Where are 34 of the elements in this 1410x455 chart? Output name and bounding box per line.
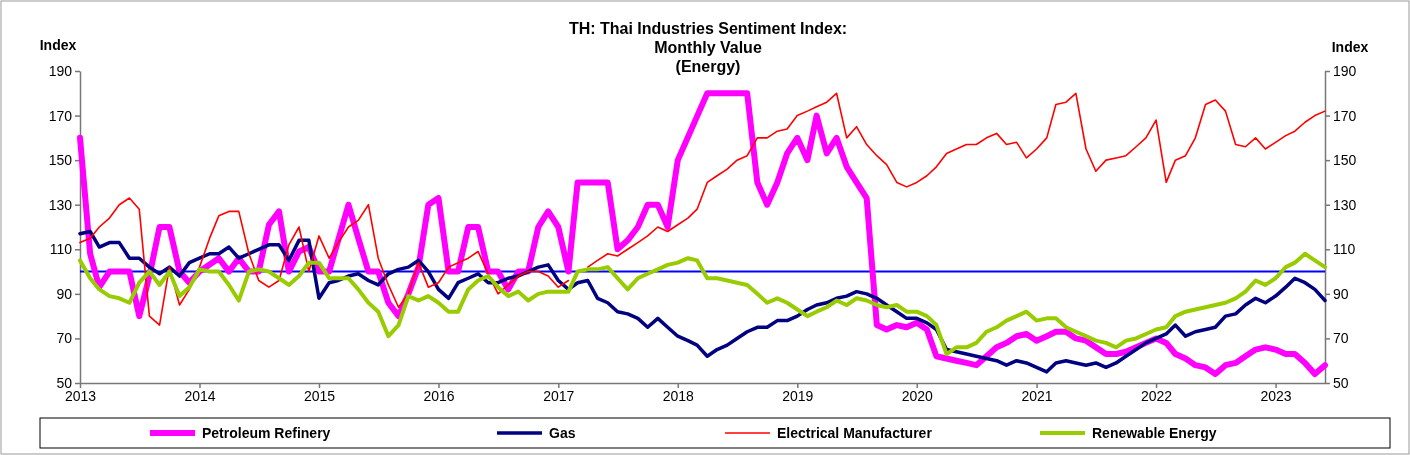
x-tick-label: 2016 — [423, 387, 455, 404]
line-series — [78, 229, 1327, 374]
y-tick-label: 90 — [56, 285, 73, 302]
y-tick-label: 70 — [56, 330, 73, 347]
x-tick-label: 2019 — [782, 387, 814, 404]
legend-label: Electrical Manufacturer — [777, 425, 933, 441]
y2-tick-label: 130 — [1333, 196, 1357, 213]
y2-tick-label: 70 — [1333, 330, 1349, 347]
y-tick-label: 170 — [48, 107, 73, 124]
y-tick-label: 110 — [49, 241, 73, 258]
y2-tick-label: 110 — [1333, 241, 1356, 258]
y2-tick-label: 90 — [1333, 285, 1349, 302]
y-tick-label: 190 — [48, 62, 73, 79]
y-tick-label: 130 — [48, 196, 73, 213]
x-tick-label: 2021 — [1021, 387, 1053, 404]
y2-tick-label: 50 — [1333, 374, 1349, 391]
y2-tick-label: 190 — [1333, 62, 1357, 79]
x-tick-label: 2017 — [543, 387, 575, 404]
x-tick-label: 2018 — [662, 387, 695, 404]
x-tick-label: 2020 — [901, 387, 934, 404]
y-axis-title: Index — [39, 37, 77, 53]
x-tick-label: 2014 — [184, 387, 216, 404]
chart-title: TH: Thai Industries Sentiment Index: Monthly Value (Energy) — [568, 20, 848, 75]
y2-tick-label: 170 — [1333, 107, 1357, 124]
x-tick-label: 2022 — [1141, 387, 1173, 404]
y-tick-label: 150 — [48, 152, 73, 169]
legend-label: Petroleum Refinery — [202, 425, 331, 441]
line-series — [78, 251, 1327, 357]
y2-tick-label: 150 — [1333, 152, 1357, 169]
x-tick-label: 2023 — [1260, 387, 1292, 404]
x-tick-label: 2015 — [303, 387, 336, 404]
y2-axis-title: Index — [1331, 39, 1369, 55]
legend-label: Renewable Energy — [1092, 425, 1217, 441]
legend-label: Gas — [549, 425, 576, 441]
